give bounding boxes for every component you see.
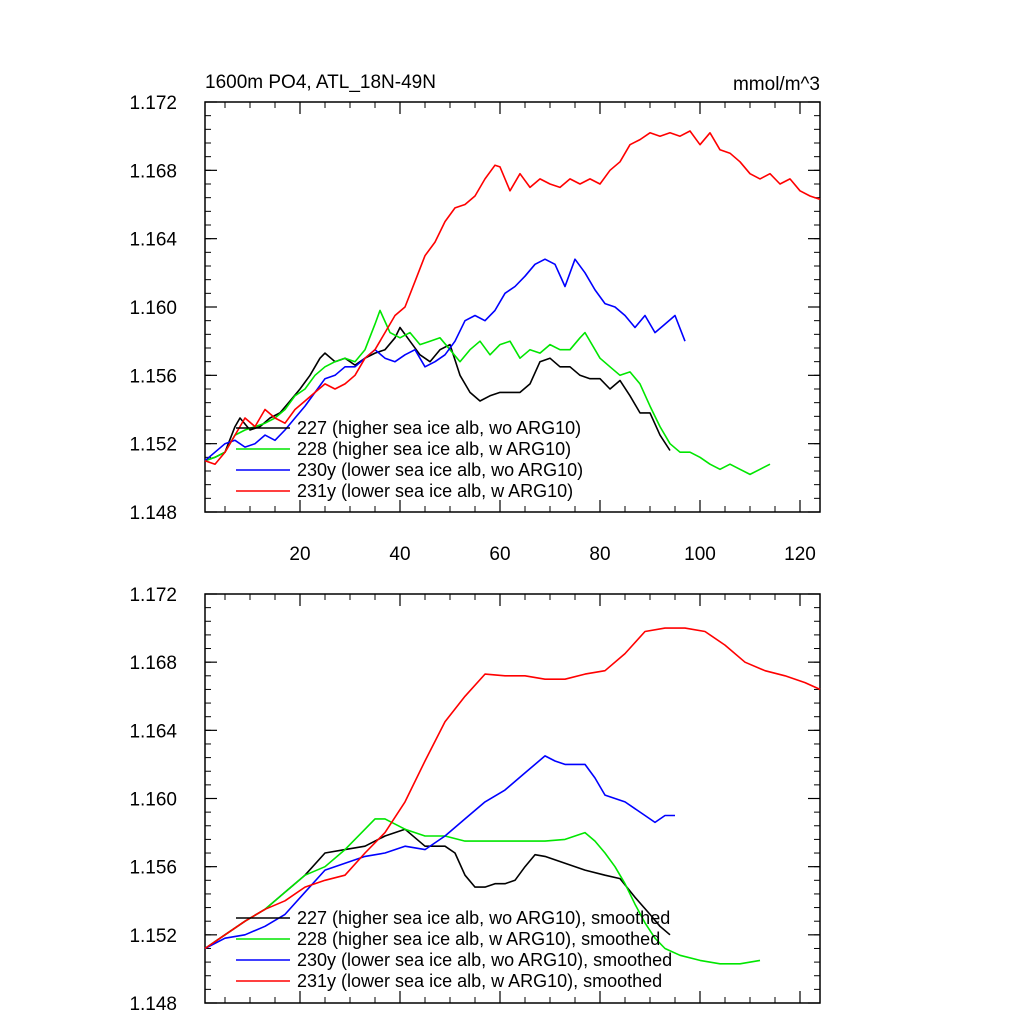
- y-tick-label: 1.164: [129, 721, 177, 742]
- legend-label: 228 (higher sea ice alb, w ARG10): [297, 439, 571, 459]
- y-tick-label: 1.152: [129, 926, 177, 947]
- panel-bottom: 1.148 1.152 1.156 1.160 1.164 1.168 1.172 227 (…: [129, 585, 821, 1015]
- x-tick-label: 40: [389, 544, 410, 565]
- y-tick-label: 1.172: [129, 585, 177, 606]
- legend-label: 227 (higher sea ice alb, wo ARG10), smoo…: [297, 908, 670, 928]
- legend-label: 231y (lower sea ice alb, w ARG10): [297, 481, 573, 501]
- panel-top: 1.148 1.152 1.156 1.160 1.164 1.168 1.172 20 40 6…: [129, 72, 821, 565]
- y-tick-label: 1.168: [129, 161, 177, 182]
- y-tick-label: 1.160: [129, 790, 177, 811]
- x-tick-label: 60: [489, 544, 510, 565]
- x-tick-label: 20: [289, 544, 310, 565]
- series-line-1: [204, 818, 761, 965]
- y-tick-label: 1.156: [129, 858, 177, 879]
- y-tick-label: 1.156: [129, 366, 177, 387]
- series-line-2: [204, 755, 675, 950]
- series-line-3: [204, 130, 821, 466]
- y-tick-label: 1.148: [129, 503, 177, 524]
- legend-label: 228 (higher sea ice alb, w ARG10), smoot…: [297, 929, 660, 949]
- series-line-3: [204, 627, 821, 950]
- x-tick-label: 80: [589, 544, 610, 565]
- legend-label: 231y (lower sea ice alb, w ARG10), smoot…: [297, 971, 662, 991]
- legend-label: 230y (lower sea ice alb, wo ARG10): [297, 460, 583, 480]
- y-tick-label: 1.172: [129, 93, 177, 114]
- y-tick-label: 1.164: [129, 230, 177, 251]
- y-tick-label: 1.152: [129, 435, 177, 456]
- series-line-1: [204, 309, 771, 476]
- y-tick-label: 1.160: [129, 298, 177, 319]
- y-tick-label: 1.148: [129, 994, 177, 1015]
- x-tick-label: 100: [684, 544, 716, 565]
- legend-label: 230y (lower sea ice alb, wo ARG10), smoo…: [297, 950, 672, 970]
- units-label: mmol/m^3: [733, 74, 820, 95]
- y-tick-label: 1.168: [129, 653, 177, 674]
- legend-label: 227 (higher sea ice alb, wo ARG10): [297, 418, 581, 438]
- x-tick-label: 120: [784, 544, 816, 565]
- chart-title: 1600m PO4, ATL_18N-49N: [205, 72, 436, 93]
- series-line-2: [204, 258, 686, 462]
